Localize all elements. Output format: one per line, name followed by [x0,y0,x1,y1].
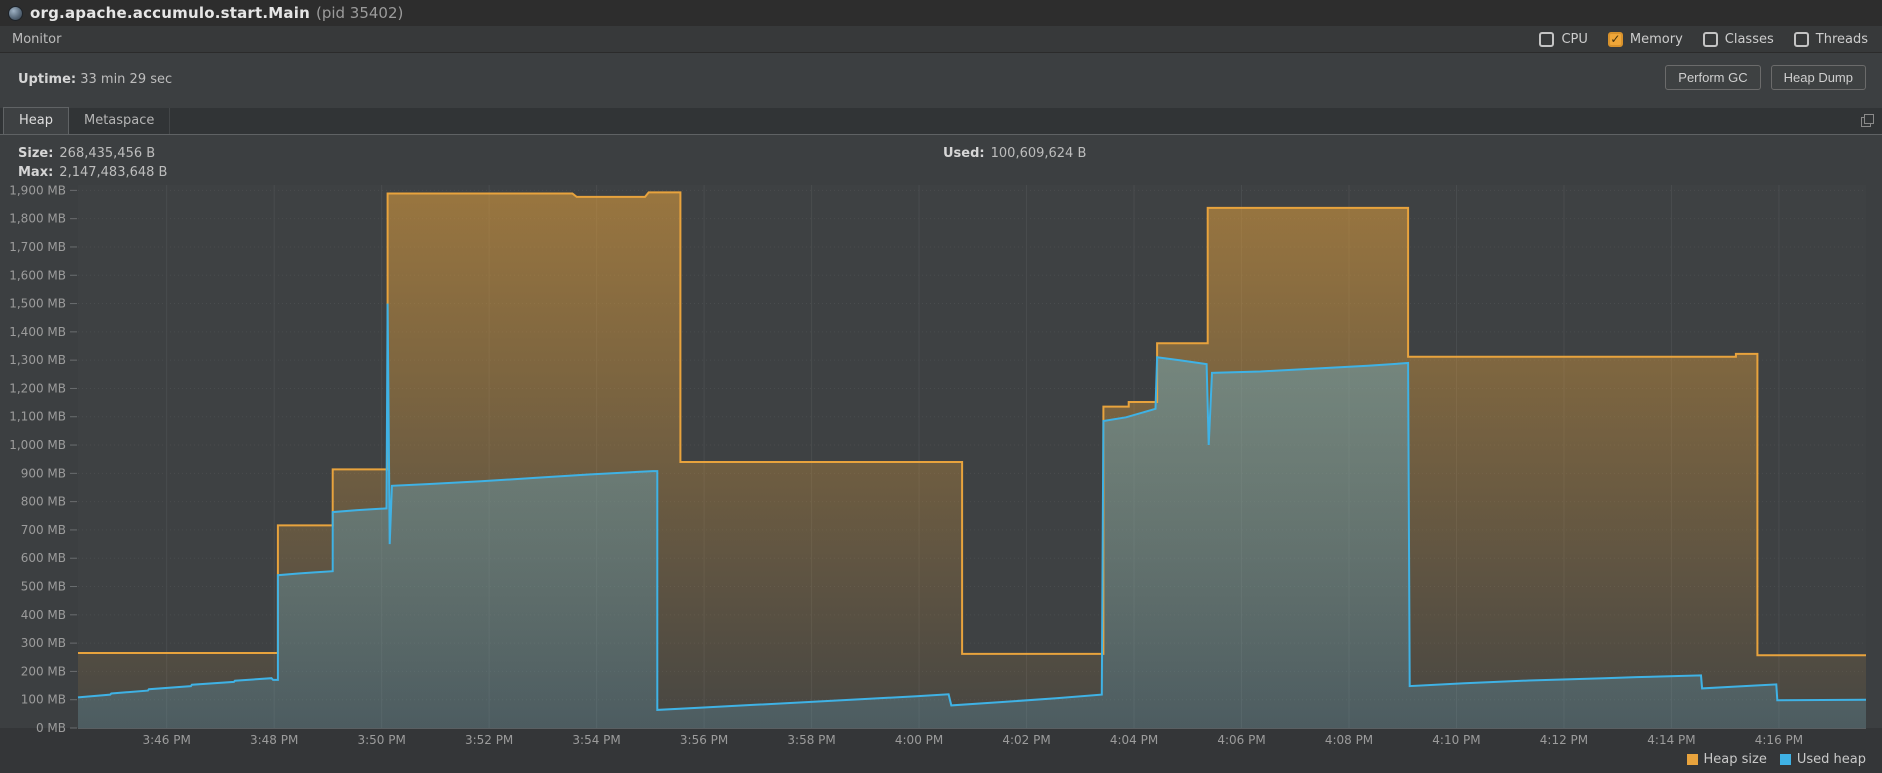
svg-text:3:52 PM: 3:52 PM [465,733,513,747]
monitor-bar: Monitor CPU ✓ Memory Classes Threads [0,26,1882,53]
svg-text:1,700 MB: 1,700 MB [9,240,66,254]
perform-gc-button[interactable]: Perform GC [1665,65,1761,90]
svg-text:300 MB: 300 MB [21,636,66,650]
svg-text:4:00 PM: 4:00 PM [895,733,943,747]
uptime-value: 33 min 29 sec [80,72,173,87]
used-value: 100,609,624 B [990,146,1087,161]
used-heap-swatch [1779,754,1791,765]
svg-text:600 MB: 600 MB [21,551,66,565]
max-label: Max: [18,165,54,180]
tab-metaspace[interactable]: Metaspace [69,108,171,134]
used-heap-legend-label: Used heap [1796,752,1866,767]
max-value: 2,147,483,648 B [59,165,168,180]
svg-text:4:08 PM: 4:08 PM [1325,733,1373,747]
metric-checkbox-group: CPU ✓ Memory Classes Threads [1539,31,1882,47]
monitor-tab-label: Monitor [12,31,62,47]
window-title-pid: (pid 35402) [315,4,404,22]
uptime-label: Uptime: [18,72,77,87]
application-icon [8,5,23,21]
memory-tab-strip: Heap Metaspace [0,107,1882,135]
maximize-icon-square-front [1864,114,1874,124]
legend-used-heap: Used heap [1779,752,1866,767]
svg-text:400 MB: 400 MB [21,608,66,622]
svg-text:1,100 MB: 1,100 MB [9,410,66,424]
checkbox-classes[interactable]: Classes [1702,31,1774,47]
svg-text:3:54 PM: 3:54 PM [572,733,620,747]
size-value: 268,435,456 B [59,146,156,161]
svg-text:3:50 PM: 3:50 PM [357,733,405,747]
svg-text:4:10 PM: 4:10 PM [1432,733,1480,747]
svg-text:700 MB: 700 MB [21,523,66,537]
checkbox-memory[interactable]: ✓ Memory [1607,31,1683,47]
checkbox-threads[interactable]: Threads [1793,31,1868,47]
svg-text:1,300 MB: 1,300 MB [9,353,66,367]
heap-size-stat: Size: 268,435,456 B [18,146,155,161]
heap-size-legend-label: Heap size [1703,752,1767,767]
memory-checkbox-box[interactable]: ✓ [1607,31,1623,47]
svg-text:3:48 PM: 3:48 PM [250,733,298,747]
threads-checkbox-box[interactable] [1793,31,1809,47]
checkbox-cpu[interactable]: CPU [1539,31,1588,47]
heap-size-swatch [1686,754,1698,765]
heap-max-stat: Max: 2,147,483,648 B [18,165,167,180]
svg-text:4:12 PM: 4:12 PM [1540,733,1588,747]
memory-checkbox-label: Memory [1629,31,1683,47]
heap-dump-button[interactable]: Heap Dump [1770,65,1866,90]
svg-text:1,400 MB: 1,400 MB [9,325,66,339]
svg-text:4:02 PM: 4:02 PM [1002,733,1050,747]
window-title-bar: org.apache.accumulo.start.Main (pid 3540… [0,0,1882,26]
svg-text:1,500 MB: 1,500 MB [9,297,66,311]
svg-text:200 MB: 200 MB [21,664,66,678]
window-title: org.apache.accumulo.start.Main [30,4,310,22]
action-buttons: Perform GC Heap Dump [1665,65,1866,90]
heap-used-stat: Used: 100,609,624 B [943,146,1086,161]
svg-text:500 MB: 500 MB [21,580,66,594]
svg-text:3:58 PM: 3:58 PM [787,733,835,747]
svg-text:4:04 PM: 4:04 PM [1110,733,1158,747]
svg-text:3:56 PM: 3:56 PM [680,733,728,747]
svg-text:1,600 MB: 1,600 MB [9,268,66,282]
svg-text:4:06 PM: 4:06 PM [1217,733,1265,747]
svg-text:1,200 MB: 1,200 MB [9,381,66,395]
svg-text:900 MB: 900 MB [21,466,66,480]
svg-text:1,800 MB: 1,800 MB [9,212,66,226]
svg-text:4:14 PM: 4:14 PM [1647,733,1695,747]
svg-text:4:16 PM: 4:16 PM [1755,733,1803,747]
size-label: Size: [18,146,54,161]
legend-heap-size: Heap size [1686,752,1767,767]
classes-checkbox-label: Classes [1724,31,1774,47]
cpu-checkbox-box[interactable] [1539,31,1555,47]
uptime-text: Uptime: 33 min 29 sec [18,72,172,87]
svg-text:3:46 PM: 3:46 PM [142,733,190,747]
heap-stats: Size: 268,435,456 B Max: 2,147,483,648 B U… [0,135,1882,185]
svg-text:0 MB: 0 MB [36,721,66,735]
svg-text:1,000 MB: 1,000 MB [9,438,66,452]
svg-text:100 MB: 100 MB [21,693,66,707]
chart-legend: Heap size Used heap [1686,752,1866,767]
classes-checkbox-box[interactable] [1702,31,1718,47]
tab-heap[interactable]: Heap [3,107,69,134]
threads-checkbox-label: Threads [1815,31,1868,47]
used-label: Used: [943,146,985,161]
cpu-checkbox-label: CPU [1561,31,1588,47]
svg-text:800 MB: 800 MB [21,495,66,509]
svg-text:1,900 MB: 1,900 MB [9,183,66,197]
maximize-panel-icon[interactable] [1861,114,1874,127]
status-row: Uptime: 33 min 29 sec Perform GC Heap Du… [0,52,1882,108]
